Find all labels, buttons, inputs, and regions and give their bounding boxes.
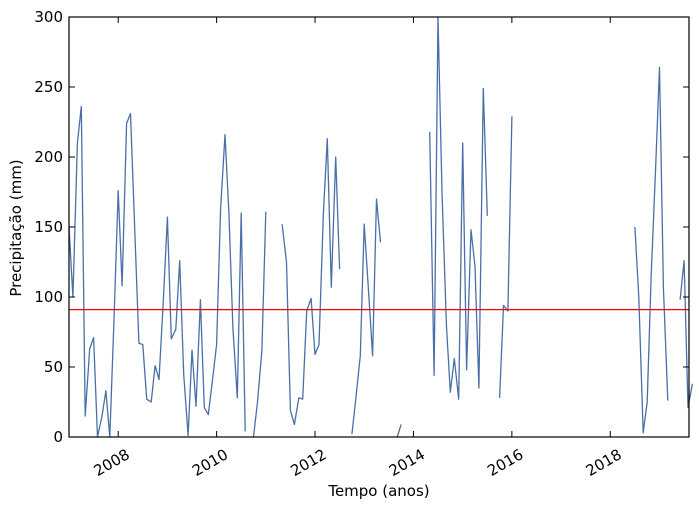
y-tick-label: 200 xyxy=(34,148,63,166)
x-tick-label: 2012 xyxy=(287,445,329,480)
x-axis-label: Tempo (anos) xyxy=(327,482,429,500)
x-tick-label: 2016 xyxy=(484,445,526,480)
series-line-segment xyxy=(634,66,669,434)
y-axis-label: Precipitação (mm) xyxy=(7,159,25,296)
series-line-segment xyxy=(429,16,488,400)
series-line-segment xyxy=(498,116,513,398)
data-layer xyxy=(68,16,694,438)
x-tick-label: 2014 xyxy=(386,445,428,480)
series-line-segment xyxy=(396,424,402,438)
x-tick-label: 2010 xyxy=(189,445,231,480)
y-tick-label: 250 xyxy=(34,78,63,96)
y-tick-label: 0 xyxy=(53,428,63,446)
y-tick-label: 50 xyxy=(44,358,63,376)
series-line-segment xyxy=(68,105,246,438)
y-tick-label: 100 xyxy=(34,288,63,306)
x-tick-label: 2018 xyxy=(583,445,625,480)
series-line-segment xyxy=(351,198,382,435)
y-tick-label: 300 xyxy=(34,8,63,26)
series-line-segment xyxy=(252,211,267,438)
series-line-segment xyxy=(281,138,341,426)
y-tick-label: 150 xyxy=(34,218,63,236)
series-line-segment xyxy=(679,259,694,409)
x-tick-label: 2008 xyxy=(91,445,133,480)
